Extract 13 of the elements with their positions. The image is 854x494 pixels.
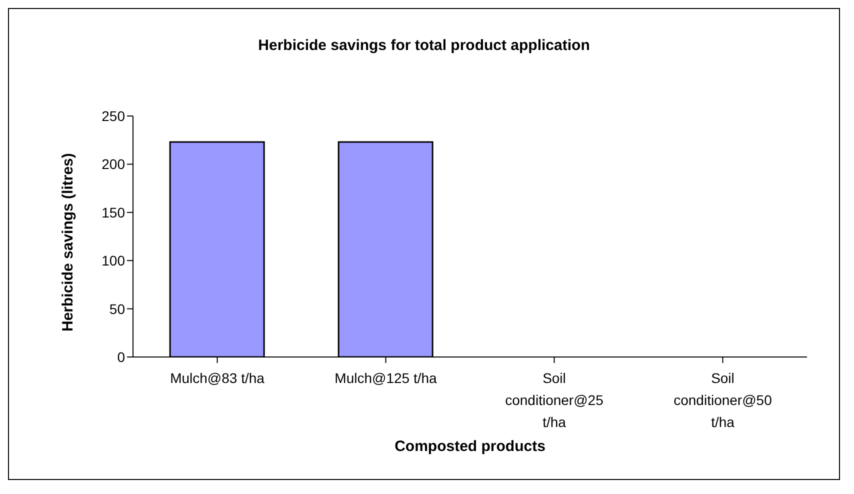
x-tick-label: Mulch@83 t/ha xyxy=(170,370,265,386)
chart-title: Herbicide savings for total product application xyxy=(257,37,591,54)
x-tick-label: Soil conditioner@50 t/ha xyxy=(674,370,772,430)
y-axis-title: Herbicide savings (litres) xyxy=(59,153,76,332)
y-tick-label: 150 xyxy=(102,204,126,220)
y-tick-label: 200 xyxy=(102,156,126,172)
y-tick-label: 0 xyxy=(117,348,126,365)
y-tick-label: 250 xyxy=(102,108,126,124)
y-tick-label: 50 xyxy=(109,300,126,317)
x-tick-label: Soil conditioner@25 t/ha xyxy=(505,370,604,430)
x-tick-label: Mulch@125 t/ha xyxy=(334,370,438,386)
x-axis-title: Composted products xyxy=(394,438,546,455)
y-tick-label: 100 xyxy=(102,252,126,269)
